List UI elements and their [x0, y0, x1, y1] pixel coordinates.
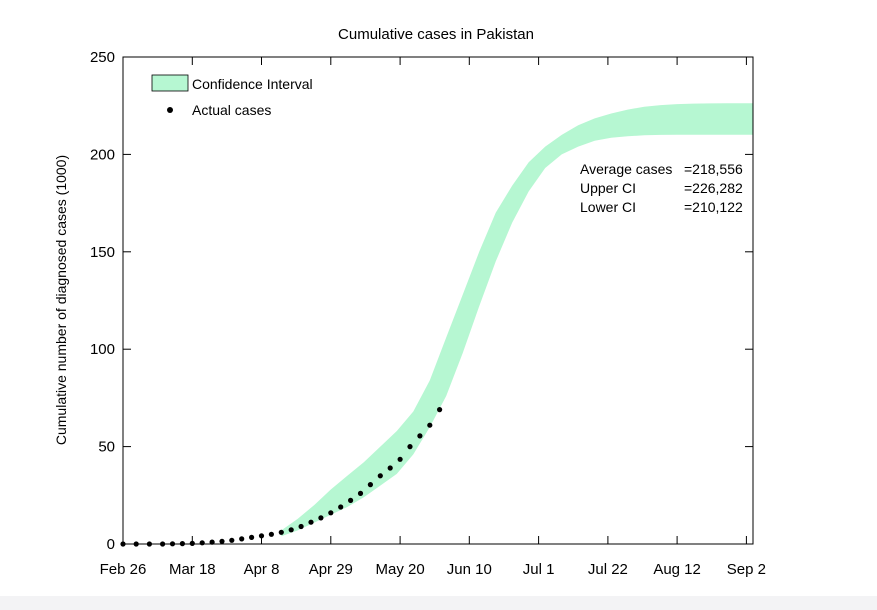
y-tick-label: 150: [90, 244, 115, 261]
actual-case-point: [219, 538, 225, 544]
actual-case-point: [387, 465, 393, 471]
x-tick-label: Aug 12: [653, 561, 701, 578]
annotation-upper-label: Upper CI: [580, 180, 636, 196]
actual-case-point: [437, 407, 443, 413]
actual-case-point: [308, 519, 314, 525]
actual-case-point: [249, 534, 255, 541]
legend: Confidence Interval Actual cases: [151, 74, 313, 118]
x-tick-label: Feb 26: [100, 561, 147, 578]
actual-case-point: [417, 433, 423, 439]
actual-case-point: [367, 482, 373, 488]
chart: Cumulative cases in Pakistan Feb 26 Mar 1…: [53, 26, 766, 578]
actual-case-point: [239, 536, 245, 542]
confidence-band-layer: [281, 103, 753, 537]
x-tick-label: Jul 1: [523, 561, 555, 578]
x-tick-label: May 20: [375, 561, 424, 578]
actual-case-point: [397, 456, 403, 462]
actual-case-point: [348, 497, 354, 503]
actual-case-point: [357, 490, 364, 496]
actual-case-point: [258, 533, 265, 539]
x-tick-label: Apr 8: [244, 561, 280, 578]
actual-case-point: [199, 540, 205, 546]
actual-case-point: [268, 531, 274, 537]
x-tick-label: Jul 22: [588, 561, 628, 578]
legend-marker-actual-cases: [167, 107, 173, 113]
actual-case-point: [427, 422, 433, 428]
actual-case-point: [377, 473, 383, 479]
annotation-lower-label: Lower CI: [580, 199, 636, 215]
y-tick-label: 250: [90, 49, 115, 66]
actual-cases-layer: [120, 407, 443, 547]
actual-case-point: [209, 539, 215, 545]
actual-case-point: [288, 527, 294, 533]
actual-case-point: [229, 537, 235, 543]
annotation-upper-value: =226,282: [684, 180, 743, 196]
actual-case-point: [318, 515, 324, 521]
plot-frame: [122, 56, 754, 545]
actual-case-point: [338, 504, 344, 510]
actual-case-point: [298, 523, 304, 530]
actual-case-point: [407, 444, 413, 450]
annotation-average-label: Average cases: [580, 161, 672, 177]
axes: Feb 26 Mar 18 Apr 8 Apr 29 May 20 Jun 10 Jul 1…: [90, 49, 766, 578]
page-bottom-strip: [0, 596, 877, 610]
actual-case-point: [328, 510, 334, 516]
y-tick-label: 50: [98, 439, 115, 456]
annotation-average-value: =218,556: [684, 161, 743, 177]
annotation-lower-value: =210,122: [684, 199, 743, 215]
y-tick-label: 200: [90, 146, 115, 163]
legend-label-actual-cases: Actual cases: [192, 102, 271, 118]
x-tick-label: Apr 29: [309, 561, 353, 578]
actual-case-point: [278, 529, 284, 535]
x-tick-label: Jun 10: [447, 561, 492, 578]
confidence-interval-band: [281, 103, 753, 537]
legend-label-confidence-interval: Confidence Interval: [192, 76, 313, 92]
x-tick-label: Sep 2: [727, 561, 766, 578]
summary-annotation: Average cases =218,556 Upper CI =226,282…: [580, 161, 743, 215]
legend-swatch-confidence-interval: [151, 74, 189, 92]
y-tick-label: 0: [107, 536, 115, 553]
chart-title: Cumulative cases in Pakistan: [338, 26, 534, 43]
x-tick-label: Mar 18: [169, 561, 216, 578]
y-tick-label: 100: [90, 341, 115, 358]
y-axis-label: Cumulative number of diagnosed cases (10…: [53, 155, 69, 445]
